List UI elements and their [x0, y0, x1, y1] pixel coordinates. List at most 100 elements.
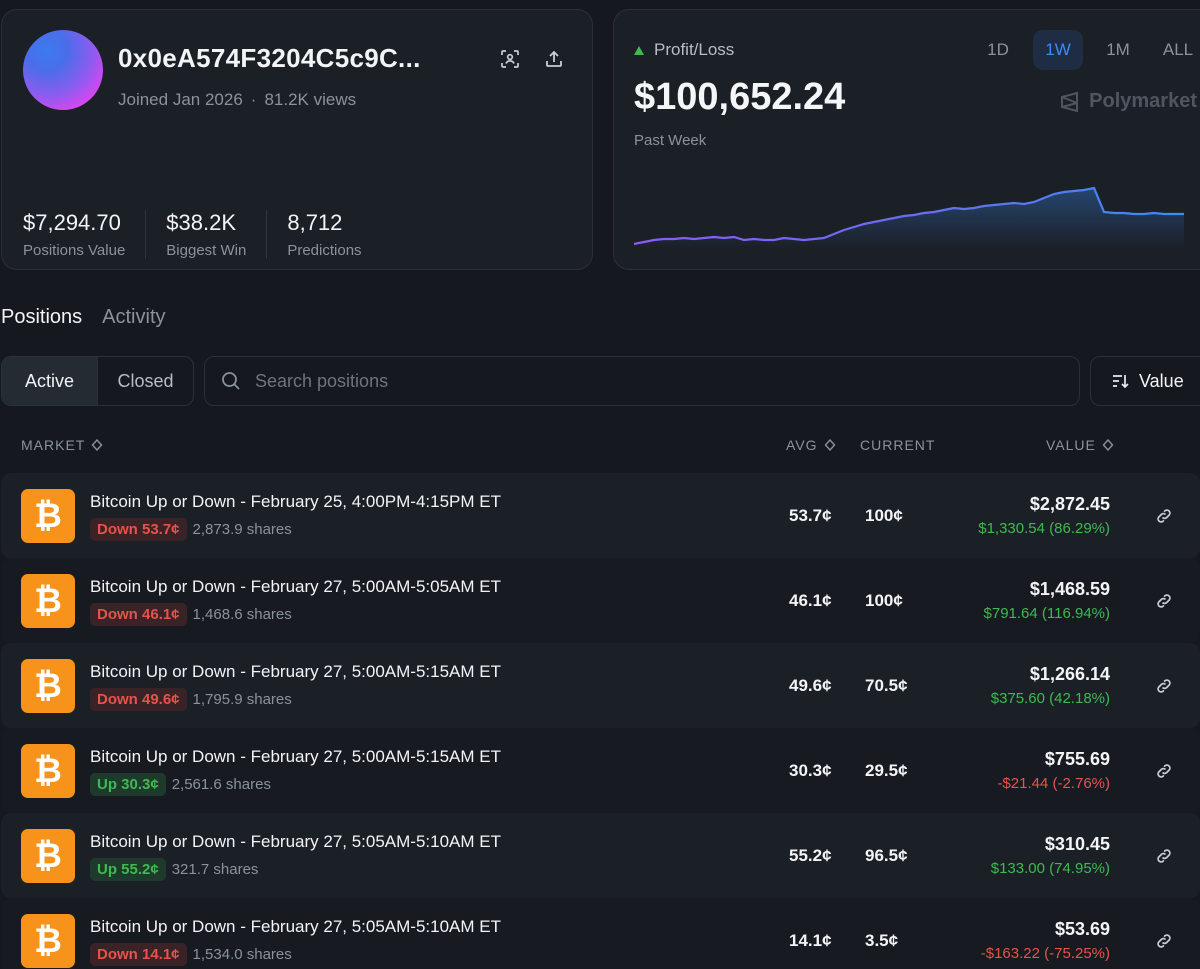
sort-diamond-icon: [1102, 439, 1114, 451]
stat-label: Biggest Win: [166, 242, 247, 259]
col-value[interactable]: VALUE: [1046, 437, 1114, 453]
value-pnl: $375.60 (42.18%): [990, 690, 1110, 707]
stat-value: 8,712: [287, 210, 343, 235]
market-title[interactable]: Bitcoin Up or Down - February 27, 5:05AM…: [90, 832, 501, 851]
pnl-card: Profit/Loss $100,652.24 Past Week 1D 1W …: [613, 9, 1200, 270]
avg-price: 49.6¢: [789, 676, 832, 695]
value-pnl: $791.64 (116.94%): [983, 605, 1110, 622]
sort-button[interactable]: Value: [1090, 356, 1200, 406]
share-count: 2,873.9 shares: [192, 521, 292, 538]
avg-price: 46.1¢: [789, 591, 832, 610]
table-row[interactable]: ₿ Bitcoin Up or Down - February 27, 5:05…: [1, 813, 1200, 898]
bitcoin-icon: ₿: [21, 744, 75, 798]
position-value: $53.69 -$163.22 (-75.25%): [981, 919, 1110, 962]
side-badge: Down 14.1¢: [90, 943, 187, 966]
stat-value: $38.2K: [166, 210, 237, 235]
value-pnl: -$21.44 (-2.76%): [997, 775, 1110, 792]
range-1d[interactable]: 1D: [987, 40, 1009, 59]
stat-value: $7,294.70: [23, 210, 121, 235]
sort-diamond-icon: [91, 439, 103, 451]
share-count: 1,534.0 shares: [192, 946, 292, 963]
search-box: [204, 356, 1080, 406]
table-row[interactable]: ₿ Bitcoin Up or Down - February 27, 5:00…: [1, 558, 1200, 643]
share-count: 1,795.9 shares: [192, 691, 292, 708]
position-value: $1,266.14 $375.60 (42.18%): [991, 664, 1110, 707]
position-meta: Up 30.3¢ 2,561.6 shares: [90, 773, 271, 796]
current-price: 29.5¢: [865, 761, 908, 780]
tab-activity[interactable]: Activity: [102, 306, 166, 328]
position-meta: Up 55.2¢ 321.7 shares: [90, 858, 258, 881]
pnl-label-text: Profit/Loss: [654, 40, 735, 59]
avg-price: 30.3¢: [789, 761, 832, 780]
market-title[interactable]: Bitcoin Up or Down - February 27, 5:00AM…: [90, 577, 501, 596]
avg-price: 14.1¢: [789, 931, 832, 950]
link-icon[interactable]: [1154, 676, 1174, 696]
triangle-up-icon: [634, 45, 644, 55]
view-count: 81.2K views: [264, 90, 357, 109]
col-value-label: VALUE: [1046, 437, 1096, 453]
value-amount: $1,468.59: [1029, 579, 1110, 599]
polymarket-icon: [1061, 91, 1079, 112]
range-1w[interactable]: 1W: [1033, 30, 1083, 70]
range-selector: 1D 1W 1M ALL: [973, 30, 1200, 70]
link-icon[interactable]: [1154, 846, 1174, 866]
link-icon[interactable]: [1154, 506, 1174, 526]
position-value: $755.69 -$21.44 (-2.76%): [997, 749, 1110, 792]
col-market[interactable]: MARKET: [21, 437, 103, 453]
link-icon[interactable]: [1154, 761, 1174, 781]
position-value: $310.45 $133.00 (74.95%): [991, 834, 1110, 877]
range-all[interactable]: ALL: [1162, 40, 1194, 59]
avatar[interactable]: [23, 30, 103, 110]
value-amount: $755.69: [1044, 749, 1110, 769]
search-input[interactable]: [255, 370, 1015, 392]
sort-icon: [1113, 375, 1129, 389]
share-count: 2,561.6 shares: [171, 776, 271, 793]
table-row[interactable]: ₿ Bitcoin Up or Down - February 27, 5:00…: [1, 728, 1200, 813]
filter-closed[interactable]: Closed: [117, 370, 174, 391]
table-row[interactable]: ₿ Bitcoin Up or Down - February 27, 5:00…: [1, 643, 1200, 728]
current-price: 70.5¢: [865, 676, 908, 695]
market-title[interactable]: Bitcoin Up or Down - February 27, 5:05AM…: [90, 917, 501, 936]
wallet-address: 0x0eA574F3204C5c9C...: [118, 43, 421, 73]
qr-scan-icon[interactable]: [499, 48, 521, 70]
link-icon[interactable]: [1154, 591, 1174, 611]
stat-label: Positions Value: [23, 242, 126, 259]
value-amount: $53.69: [1054, 919, 1110, 939]
profile-meta: Joined Jan 2026 · 81.2K views: [118, 90, 357, 109]
col-current-label: CURRENT: [860, 437, 936, 453]
sort-diamond-icon: [824, 439, 835, 451]
avg-price: 55.2¢: [789, 846, 832, 865]
link-icon[interactable]: [1154, 931, 1174, 951]
table-row[interactable]: ₿ Bitcoin Up or Down - February 25, 4:00…: [1, 473, 1200, 558]
market-title[interactable]: Bitcoin Up or Down - February 27, 5:00AM…: [90, 747, 501, 766]
content-tabs: Positions Activity: [1, 306, 166, 329]
col-avg[interactable]: AVG: [786, 437, 836, 453]
brand-name: Polymarket: [1089, 90, 1197, 112]
positions-list: ₿ Bitcoin Up or Down - February 25, 4:00…: [1, 473, 1200, 969]
avg-price: 53.7¢: [789, 506, 832, 525]
table-row[interactable]: ₿ Bitcoin Up or Down - February 27, 5:05…: [1, 898, 1200, 969]
current-price: 100¢: [865, 591, 903, 610]
bitcoin-icon: ₿: [21, 574, 75, 628]
col-market-label: MARKET: [21, 437, 86, 453]
range-1m[interactable]: 1M: [1106, 40, 1130, 59]
col-avg-label: AVG: [786, 437, 818, 453]
tab-positions[interactable]: Positions: [1, 306, 83, 328]
current-price: 3.5¢: [865, 931, 899, 950]
side-badge: Down 49.6¢: [90, 688, 187, 711]
position-meta: Down 53.7¢ 2,873.9 shares: [90, 518, 292, 541]
current-price: 96.5¢: [865, 846, 908, 865]
pnl-value: $100,652.24: [634, 76, 846, 118]
market-title[interactable]: Bitcoin Up or Down - February 27, 5:00AM…: [90, 662, 501, 681]
market-title[interactable]: Bitcoin Up or Down - February 25, 4:00PM…: [90, 492, 501, 511]
value-pnl: $1,330.54 (86.29%): [978, 520, 1110, 537]
bitcoin-icon: ₿: [21, 659, 75, 713]
share-icon[interactable]: [543, 48, 565, 70]
value-amount: $1,266.14: [1029, 664, 1110, 684]
filter-active[interactable]: Active: [2, 357, 98, 405]
search-icon: [222, 372, 240, 390]
pnl-label: Profit/Loss: [634, 40, 734, 60]
profile-stats: $7,294.70 Positions Value $38.2K Biggest…: [23, 210, 402, 259]
side-badge: Down 53.7¢: [90, 518, 187, 541]
position-value: $1,468.59 $791.64 (116.94%): [984, 579, 1110, 622]
